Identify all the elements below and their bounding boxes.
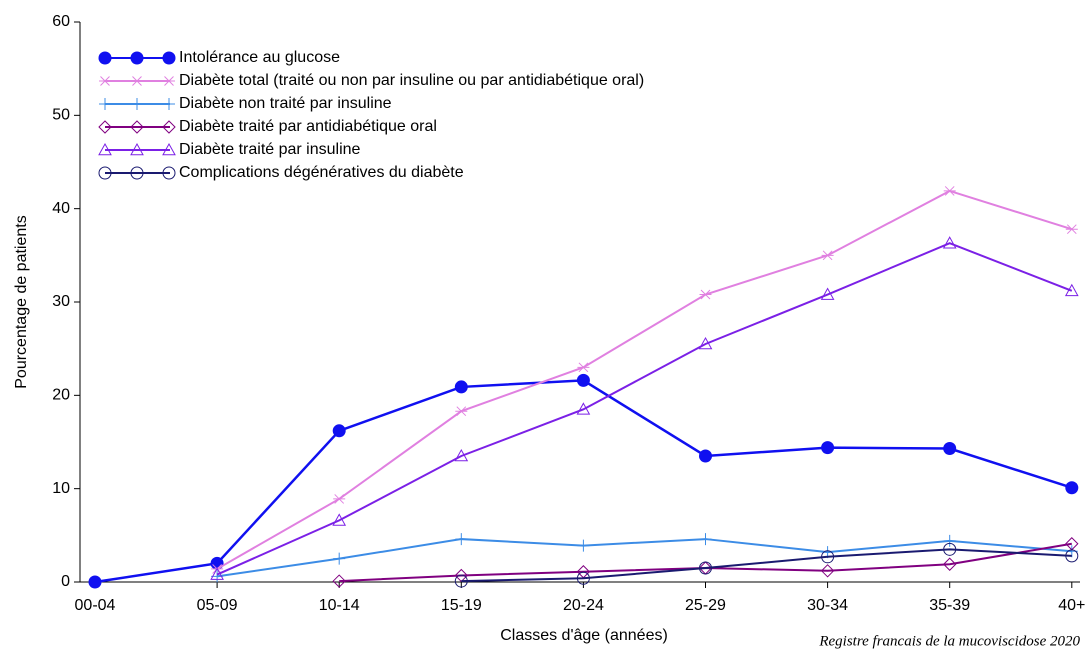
marker xyxy=(943,442,957,456)
x-tick-label: 05-09 xyxy=(197,597,238,614)
x-tick-label: 40+ xyxy=(1058,597,1085,614)
marker xyxy=(455,533,468,546)
marker xyxy=(942,236,957,249)
marker xyxy=(576,373,590,387)
marker xyxy=(333,494,346,504)
series-line xyxy=(216,189,1073,570)
x-axis-label: Classes d'âge (années) xyxy=(500,627,668,644)
y-tick-label: 60 xyxy=(52,13,70,30)
y-tick-label: 40 xyxy=(52,200,70,217)
marker xyxy=(577,362,590,373)
marker xyxy=(162,142,176,156)
marker xyxy=(820,287,835,300)
y-tick-label: 0 xyxy=(61,573,70,590)
marker xyxy=(210,567,224,580)
marker xyxy=(1065,549,1079,563)
marker xyxy=(98,166,112,180)
legend-label: Diabète traité par antidiabétique oral xyxy=(179,118,437,135)
marker xyxy=(98,120,112,134)
marker xyxy=(163,98,175,110)
marker xyxy=(820,564,835,578)
marker xyxy=(455,406,468,417)
y-tick-label: 30 xyxy=(52,293,70,310)
x-tick-label: 35-39 xyxy=(929,597,970,614)
y-axis-label: Pourcentage de patients xyxy=(13,215,30,388)
marker xyxy=(943,542,957,556)
marker xyxy=(163,76,175,86)
marker xyxy=(1065,224,1078,235)
legend-label: Diabète total (traité ou non par insulin… xyxy=(179,72,644,89)
marker xyxy=(576,402,591,415)
marker xyxy=(1065,481,1079,495)
marker xyxy=(454,448,469,462)
y-tick-label: 50 xyxy=(52,107,70,124)
marker xyxy=(88,575,102,589)
marker xyxy=(99,76,111,86)
marker xyxy=(130,166,144,180)
marker xyxy=(332,574,346,588)
marker xyxy=(332,513,347,526)
marker xyxy=(162,51,176,65)
marker xyxy=(943,186,956,196)
series-line xyxy=(461,548,1072,583)
x-tick-label: 30-34 xyxy=(807,597,848,614)
series-line xyxy=(216,242,1073,576)
legend-label: Diabète traité par insuline xyxy=(179,141,361,158)
marker xyxy=(821,550,835,564)
y-tick-label: 10 xyxy=(52,480,70,497)
marker xyxy=(162,166,176,180)
marker xyxy=(131,98,143,110)
marker xyxy=(130,142,144,156)
series-line xyxy=(216,538,1072,578)
marker xyxy=(699,533,712,546)
y-tick-label: 20 xyxy=(52,387,70,404)
marker xyxy=(333,552,346,565)
marker xyxy=(699,449,712,463)
marker xyxy=(454,380,468,394)
marker xyxy=(943,534,956,547)
marker xyxy=(698,336,713,350)
marker xyxy=(699,561,712,575)
legend-label: Intolérance au glucose xyxy=(179,49,340,66)
marker xyxy=(130,120,144,134)
legend-label: Diabète non traité par insuline xyxy=(179,95,392,112)
source-note: Registre francais de la mucoviscidose 20… xyxy=(818,633,1080,649)
marker xyxy=(99,98,111,110)
marker xyxy=(1064,283,1079,297)
marker xyxy=(454,568,469,583)
marker xyxy=(576,571,590,585)
marker xyxy=(942,557,957,571)
x-tick-label: 20-24 xyxy=(563,597,604,614)
x-tick-label: 00-04 xyxy=(75,597,116,614)
marker xyxy=(332,424,346,438)
marker xyxy=(162,120,176,134)
legend-label: Complications dégénératives du diabète xyxy=(179,164,464,181)
x-tick-label: 10-14 xyxy=(319,597,360,614)
marker xyxy=(130,51,144,65)
marker xyxy=(699,289,712,300)
marker xyxy=(821,441,835,455)
marker xyxy=(454,574,468,588)
marker xyxy=(98,142,112,156)
x-tick-label: 15-19 xyxy=(441,597,482,614)
marker xyxy=(577,539,590,552)
marker xyxy=(98,51,112,65)
marker xyxy=(131,76,143,86)
x-tick-label: 25-29 xyxy=(685,597,726,614)
marker xyxy=(821,250,834,261)
